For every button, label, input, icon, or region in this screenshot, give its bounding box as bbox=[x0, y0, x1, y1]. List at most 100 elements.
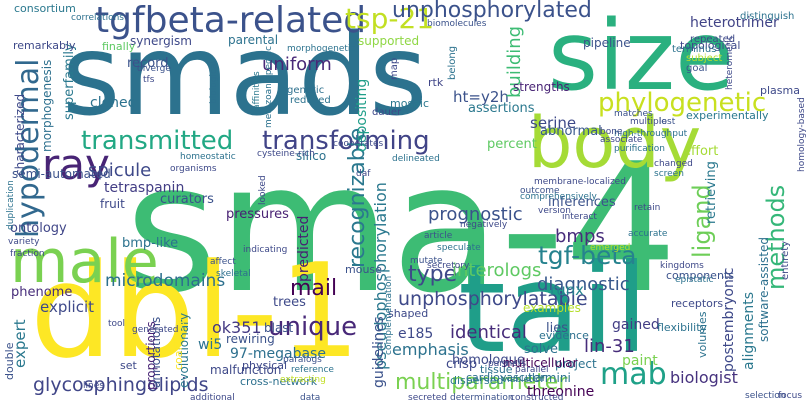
word: unphosphorylatable bbox=[398, 288, 588, 310]
word: fruit bbox=[100, 197, 125, 211]
word: postembryonic bbox=[721, 267, 737, 372]
word: consortium bbox=[14, 2, 76, 15]
word: inferences bbox=[548, 195, 616, 210]
word: skeletal bbox=[216, 269, 251, 279]
word: speculate bbox=[437, 243, 481, 253]
word: lies bbox=[546, 321, 568, 336]
word: mouse bbox=[345, 263, 382, 276]
word: cysteine-rich bbox=[257, 149, 315, 159]
word: bmp-like bbox=[122, 236, 179, 251]
word: finally bbox=[102, 40, 136, 53]
word: e185 bbox=[398, 326, 434, 342]
word: blast bbox=[264, 321, 294, 335]
word: microdomains bbox=[105, 271, 226, 291]
word: multiple bbox=[630, 117, 667, 127]
word: belong bbox=[447, 45, 458, 80]
word: flexibility bbox=[657, 321, 708, 334]
word: negatively bbox=[460, 220, 508, 230]
word: morphogenesis bbox=[40, 59, 54, 152]
word: biomolecules bbox=[427, 19, 487, 29]
word: pipeline bbox=[583, 36, 631, 50]
word: pressures bbox=[226, 207, 289, 222]
word: semi-automated bbox=[12, 167, 111, 181]
word: secretory bbox=[427, 261, 470, 271]
word: biological bbox=[209, 61, 219, 104]
word: determination bbox=[450, 393, 514, 403]
word: repeated bbox=[690, 34, 736, 45]
word: accurate bbox=[628, 229, 668, 239]
word: distinguish bbox=[740, 11, 795, 22]
word: ht=y2h bbox=[453, 88, 509, 106]
word: ontology bbox=[10, 221, 67, 236]
word: examples bbox=[523, 301, 581, 315]
word: wi5 bbox=[198, 337, 223, 353]
word: body bbox=[528, 102, 702, 184]
word: parental bbox=[228, 33, 279, 47]
word: phylogenetic bbox=[598, 88, 767, 118]
word: secreted bbox=[408, 393, 447, 403]
word: entirety bbox=[780, 240, 791, 280]
word: daf bbox=[356, 169, 371, 179]
word: multiparameter bbox=[395, 370, 568, 395]
word: tetraspanin bbox=[104, 180, 185, 196]
word: variety bbox=[8, 237, 40, 247]
word: correlations bbox=[71, 13, 124, 23]
word: heteromeric bbox=[725, 35, 735, 90]
word: size bbox=[548, 0, 735, 112]
word: tfs bbox=[143, 75, 155, 85]
word: termini bbox=[528, 371, 571, 385]
word: homeostatic bbox=[180, 152, 236, 162]
word: multicellular bbox=[503, 356, 578, 370]
word: indicating bbox=[243, 245, 288, 255]
word: homology-based bbox=[797, 97, 807, 172]
word: predicted bbox=[296, 215, 312, 282]
word: smads bbox=[62, 11, 428, 141]
word: phenome bbox=[11, 285, 73, 300]
word: mail bbox=[290, 276, 338, 301]
word: male bbox=[10, 227, 159, 297]
word: outcome bbox=[520, 186, 560, 196]
word: mab bbox=[600, 357, 667, 392]
word: affinities bbox=[252, 71, 262, 110]
word: set bbox=[120, 359, 137, 372]
word: reference bbox=[291, 365, 334, 375]
word: crisp bbox=[446, 357, 478, 372]
word: project bbox=[555, 357, 597, 371]
word: retrieving bbox=[704, 161, 719, 224]
word: emphasis bbox=[392, 340, 469, 359]
word: cardiovascular bbox=[466, 371, 547, 384]
word: retain bbox=[634, 203, 661, 213]
word: tail bbox=[458, 238, 649, 380]
word: assertions bbox=[468, 101, 535, 116]
word: record bbox=[127, 56, 169, 71]
word: tsp-21 bbox=[345, 2, 435, 35]
word: purification bbox=[614, 144, 665, 154]
word: cross-network bbox=[240, 375, 318, 388]
word: percent bbox=[487, 137, 537, 152]
word: diverge bbox=[137, 64, 171, 74]
word: extracting bbox=[280, 375, 326, 385]
word: characterized bbox=[13, 93, 27, 176]
word: sma-4 bbox=[125, 125, 678, 332]
word: duplication bbox=[6, 180, 16, 230]
word: identical bbox=[450, 322, 527, 343]
word: dauer bbox=[372, 107, 402, 118]
word: emerged bbox=[590, 243, 631, 253]
word: goal bbox=[686, 63, 708, 74]
word: membrane-localized bbox=[534, 177, 626, 187]
word: associate bbox=[600, 135, 643, 145]
word: dbl-1 bbox=[30, 235, 361, 387]
word: paint bbox=[622, 353, 658, 369]
word: synergism bbox=[130, 34, 192, 48]
word: runx bbox=[550, 281, 585, 299]
word: transforming bbox=[262, 126, 430, 156]
word: data bbox=[300, 393, 321, 403]
word: effort bbox=[683, 144, 719, 159]
word: high-throughput bbox=[614, 129, 688, 139]
word: epistatic bbox=[675, 275, 714, 285]
word: biologist bbox=[670, 368, 738, 387]
word: lines bbox=[83, 381, 104, 391]
word: trees bbox=[273, 295, 306, 310]
word: additional bbox=[190, 393, 235, 403]
